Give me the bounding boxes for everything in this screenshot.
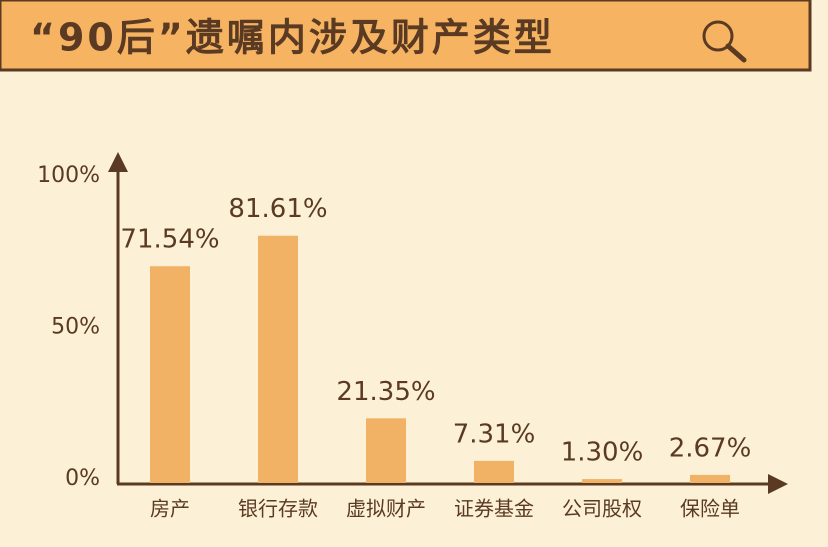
y-tick-label: 0% bbox=[65, 466, 100, 491]
search-icon bbox=[702, 20, 747, 63]
bar bbox=[474, 460, 514, 483]
value-label: 81.61% bbox=[228, 194, 327, 224]
axes bbox=[108, 152, 788, 494]
y-tick-label: 100% bbox=[37, 163, 100, 188]
bar bbox=[258, 235, 298, 483]
value-label: 2.67% bbox=[669, 433, 752, 463]
bar bbox=[582, 479, 622, 483]
y-tick-label: 50% bbox=[51, 315, 100, 340]
chart-title: “90后”遗嘱内涉及财产类型 bbox=[30, 16, 555, 60]
x-tick-label: 银行存款 bbox=[238, 497, 318, 521]
value-label: 1.30% bbox=[561, 438, 644, 468]
title-banner bbox=[0, 0, 812, 72]
x-tick-label: 虚拟财产 bbox=[346, 497, 426, 521]
x-tick-label: 保险单 bbox=[680, 497, 740, 521]
value-label: 71.54% bbox=[120, 225, 219, 255]
x-tick-label: 公司股权 bbox=[562, 497, 642, 521]
x-tick-label: 房产 bbox=[150, 497, 190, 521]
bar bbox=[366, 418, 406, 483]
bar bbox=[150, 266, 190, 483]
value-label: 7.31% bbox=[453, 419, 536, 449]
bar bbox=[690, 474, 730, 483]
x-tick-label: 证券基金 bbox=[454, 497, 534, 521]
value-label: 21.35% bbox=[336, 377, 435, 407]
